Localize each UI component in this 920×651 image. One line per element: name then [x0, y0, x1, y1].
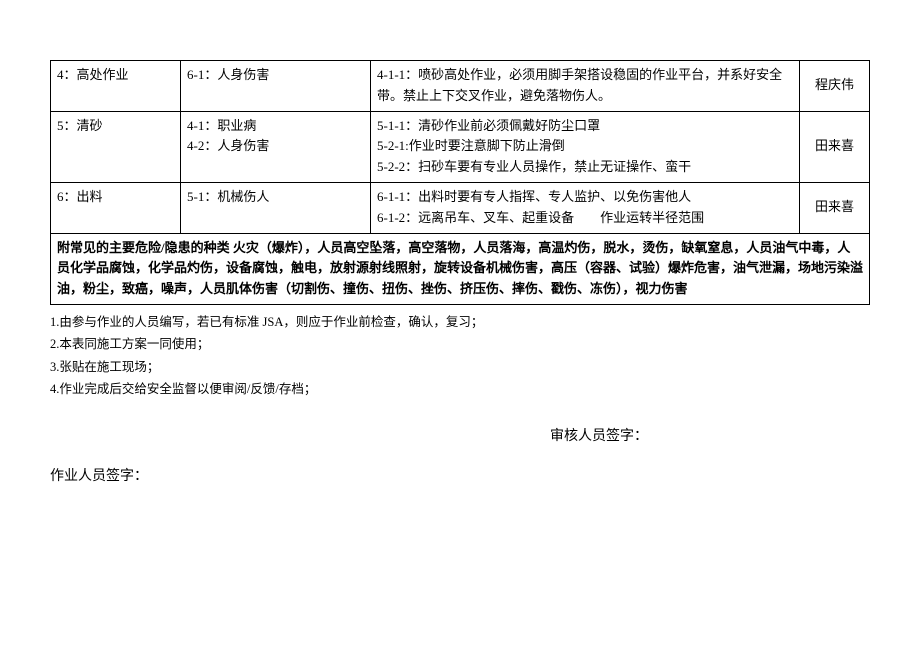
- signature-block: 审核人员签字： 作业人员签字：: [50, 425, 870, 485]
- jsa-table: 4：高处作业 6-1：人身伤害 4-1-1：喷砂高处作业，必须用脚手架搭设稳固的…: [50, 60, 870, 305]
- cell-step: 4：高处作业: [51, 61, 181, 112]
- table-row: 5：清砂 4-1：职业病4-2：人身伤害 5-1-1：清砂作业前必须佩戴好防尘口…: [51, 111, 870, 182]
- reviewer-sign: 审核人员签字：: [50, 425, 870, 445]
- hazard-note: 附常见的主要危险/隐患的种类 火灾（爆炸），人员高空坠落，高空落物，人员落海，高…: [51, 233, 870, 304]
- cell-risk: 4-1：职业病4-2：人身伤害: [181, 111, 371, 182]
- table-row: 4：高处作业 6-1：人身伤害 4-1-1：喷砂高处作业，必须用脚手架搭设稳固的…: [51, 61, 870, 112]
- cell-measure: 4-1-1：喷砂高处作业，必须用脚手架搭设稳固的作业平台，并系好安全带。禁止上下…: [371, 61, 800, 112]
- table-row: 6：出料 5-1：机械伤人 6-1-1：出料时要有专人指挥、专人监护、以免伤害他…: [51, 182, 870, 233]
- cell-person: 田来喜: [800, 111, 870, 182]
- cell-risk: 5-1：机械伤人: [181, 182, 371, 233]
- note-item: 3.张贴在施工现场；: [50, 356, 870, 379]
- table-row-hazard: 附常见的主要危险/隐患的种类 火灾（爆炸），人员高空坠落，高空落物，人员落海，高…: [51, 233, 870, 304]
- note-item: 2.本表同施工方案一同使用；: [50, 333, 870, 356]
- cell-risk: 6-1：人身伤害: [181, 61, 371, 112]
- cell-step: 5：清砂: [51, 111, 181, 182]
- worker-sign: 作业人员签字：: [50, 465, 870, 485]
- note-item: 4.作业完成后交给安全监督以便审阅/反馈/存档；: [50, 378, 870, 401]
- cell-measure: 5-1-1：清砂作业前必须佩戴好防尘口罩5-2-1:作业时要注意脚下防止滑倒5-…: [371, 111, 800, 182]
- cell-measure: 6-1-1：出料时要有专人指挥、专人监护、以免伤害他人6-1-2：远离吊车、叉车…: [371, 182, 800, 233]
- cell-step: 6：出料: [51, 182, 181, 233]
- cell-person: 程庆伟: [800, 61, 870, 112]
- cell-person: 田来喜: [800, 182, 870, 233]
- notes-block: 1.由参与作业的人员编写，若已有标准 JSA，则应于作业前检查，确认，复习； 2…: [50, 311, 870, 401]
- note-item: 1.由参与作业的人员编写，若已有标准 JSA，则应于作业前检查，确认，复习；: [50, 311, 870, 334]
